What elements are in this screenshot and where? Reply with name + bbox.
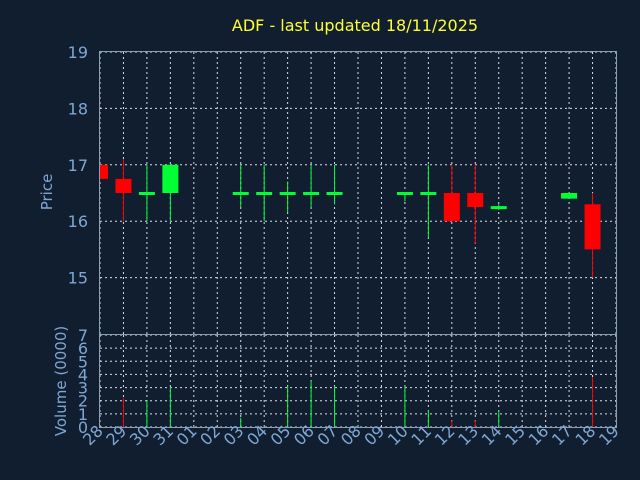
price-candles	[99, 159, 601, 278]
volume-tick-label: 4	[78, 365, 88, 384]
volume-plot-frame	[99, 334, 617, 428]
candle-body	[100, 164, 108, 179]
price-tick-label: 16	[68, 212, 88, 231]
volume-tick-label: 2	[78, 392, 88, 411]
volume-tick-label: 3	[78, 379, 88, 398]
volume-tick-label: 7	[78, 326, 88, 345]
candle-body	[303, 192, 320, 195]
price-tick-labels: 15 16 17 18 19	[68, 43, 88, 288]
day-tick-label: 19	[595, 421, 623, 449]
candle-body	[115, 178, 132, 193]
candle-body	[396, 192, 413, 195]
chart-title: ADF - last updated 18/11/2025	[232, 16, 478, 35]
price-tick-label: 19	[68, 43, 88, 62]
candle-body	[443, 193, 460, 222]
price-tick-label: 18	[68, 99, 88, 118]
candle-body	[326, 192, 343, 195]
price-axis-label: Price	[38, 174, 56, 211]
candle-body	[467, 193, 484, 208]
price-tick-label: 17	[68, 156, 88, 175]
candle-body	[256, 192, 273, 195]
candle-body	[561, 193, 578, 199]
volume-bars	[122, 377, 594, 427]
volume-grid	[99, 334, 617, 428]
volume-tick-label: 5	[78, 352, 88, 371]
volume-axis-label: Volume (0000)	[52, 326, 70, 436]
candle-body	[584, 204, 601, 250]
candle-body	[420, 192, 437, 195]
candle-body	[162, 164, 179, 193]
volume-tick-label: 1	[78, 405, 88, 424]
volume-tick-label: 6	[78, 339, 88, 358]
candle-body	[232, 192, 249, 195]
day-tick-labels: 2829303101020304050607080910111213141516…	[79, 421, 623, 449]
day-axis-label: Day	[333, 457, 363, 475]
candle-body	[279, 192, 296, 195]
candle-body	[490, 206, 507, 210]
volume-tick-label: 0	[78, 418, 88, 437]
price-tick-label: 15	[68, 269, 88, 288]
candle-body	[138, 192, 155, 195]
